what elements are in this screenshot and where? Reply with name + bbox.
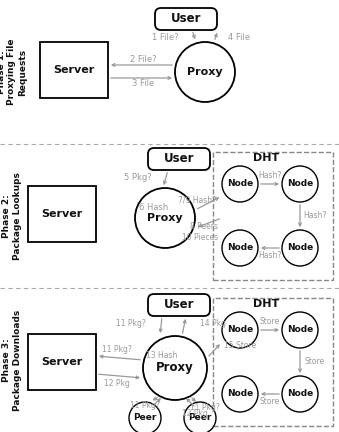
- Text: Node: Node: [287, 390, 313, 398]
- Text: Proxy: Proxy: [147, 213, 183, 223]
- Text: Node: Node: [227, 325, 253, 334]
- Text: Store: Store: [260, 318, 280, 327]
- Circle shape: [282, 312, 318, 348]
- Text: Node: Node: [227, 390, 253, 398]
- Circle shape: [222, 166, 258, 202]
- Text: Store: Store: [305, 358, 325, 366]
- Circle shape: [282, 376, 318, 412]
- Text: 11 Pkg?: 11 Pkg?: [102, 346, 132, 355]
- Text: Node: Node: [227, 244, 253, 252]
- Text: 15 Store: 15 Store: [224, 342, 256, 350]
- FancyBboxPatch shape: [155, 8, 217, 30]
- Circle shape: [143, 336, 207, 400]
- Text: 12 Pkg: 12 Pkg: [104, 379, 130, 388]
- Circle shape: [184, 402, 216, 432]
- Circle shape: [175, 42, 235, 102]
- FancyBboxPatch shape: [148, 148, 210, 170]
- Text: User: User: [171, 13, 201, 25]
- Text: Node: Node: [287, 244, 313, 252]
- Text: Node: Node: [287, 180, 313, 188]
- Circle shape: [222, 376, 258, 412]
- Text: Phase 3:
Package Downloads: Phase 3: Package Downloads: [2, 309, 22, 411]
- Text: 13 Hash: 13 Hash: [146, 352, 178, 360]
- Text: Proxy: Proxy: [156, 362, 194, 375]
- Text: 7/9 Hash?: 7/9 Hash?: [178, 196, 216, 204]
- Text: Peer: Peer: [188, 413, 212, 422]
- Circle shape: [135, 188, 195, 248]
- Text: 11 Pkg?: 11 Pkg?: [130, 401, 160, 410]
- Bar: [213, 152, 333, 280]
- Bar: [40, 42, 108, 98]
- Text: 5 Pkg?: 5 Pkg?: [124, 174, 152, 182]
- Text: Store: Store: [260, 397, 280, 407]
- Bar: [213, 298, 333, 426]
- Text: 6 Hash: 6 Hash: [139, 203, 168, 213]
- Text: User: User: [164, 152, 194, 165]
- Text: DHT: DHT: [253, 153, 279, 163]
- Bar: [28, 186, 96, 242]
- Text: 11 Pkg?: 11 Pkg?: [116, 320, 146, 328]
- Text: 1 File?: 1 File?: [152, 32, 179, 41]
- FancyBboxPatch shape: [148, 294, 210, 316]
- Text: User: User: [164, 299, 194, 311]
- Text: 4 File: 4 File: [228, 32, 250, 41]
- Text: Hash?: Hash?: [258, 172, 282, 181]
- Text: Hash?: Hash?: [258, 251, 282, 260]
- Text: 11 Pkg?: 11 Pkg?: [190, 403, 220, 413]
- Text: 12 Pkg: 12 Pkg: [182, 410, 208, 419]
- Text: 14 Pkg: 14 Pkg: [200, 318, 226, 327]
- Text: DHT: DHT: [253, 299, 279, 309]
- Text: Hash?: Hash?: [303, 212, 327, 220]
- Text: Peer: Peer: [133, 413, 157, 422]
- Text: Phase 1:
Proxying File
Requests: Phase 1: Proxying File Requests: [0, 39, 27, 105]
- Text: Proxy: Proxy: [187, 67, 223, 77]
- Text: Node: Node: [287, 325, 313, 334]
- Text: Node: Node: [227, 180, 253, 188]
- Text: 3 File: 3 File: [132, 79, 154, 89]
- Circle shape: [282, 166, 318, 202]
- Text: Server: Server: [41, 357, 83, 367]
- Text: Server: Server: [41, 209, 83, 219]
- Bar: [28, 334, 96, 390]
- Circle shape: [282, 230, 318, 266]
- Text: 8 Peers
10 Pieces: 8 Peers 10 Pieces: [182, 222, 218, 241]
- Text: Server: Server: [53, 65, 95, 75]
- Text: 2 File?: 2 File?: [130, 54, 156, 64]
- Circle shape: [129, 402, 161, 432]
- Circle shape: [222, 230, 258, 266]
- Circle shape: [222, 312, 258, 348]
- Text: Phase 2:
Package Lookups: Phase 2: Package Lookups: [2, 172, 22, 260]
